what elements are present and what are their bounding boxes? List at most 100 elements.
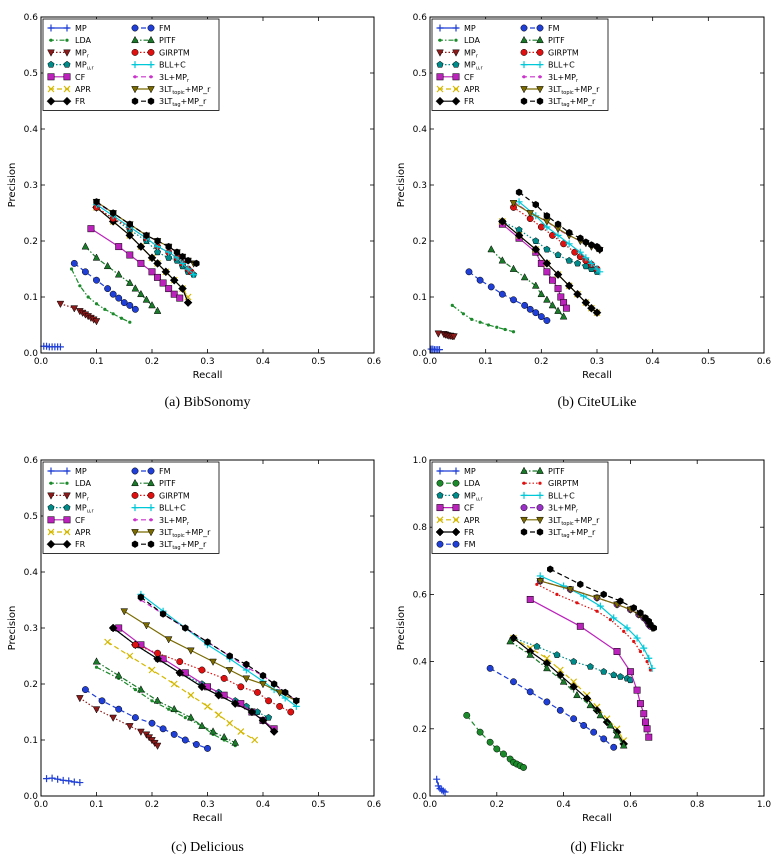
fr-point: [125, 231, 135, 240]
legend-mp-u-r-point: [63, 60, 71, 68]
legend-apr-point: [452, 516, 460, 524]
bll-c-point: [648, 664, 656, 672]
y-tick-label: 0.4: [24, 125, 39, 135]
cf-point: [148, 268, 156, 276]
series-mp-r: [56, 300, 101, 326]
series-line-bll-c: [539, 575, 653, 669]
3lt-topic-mp-r-point: [509, 200, 518, 208]
y-tick-label: 0.6: [24, 13, 39, 23]
legend-label-3lt-topic-mp-r: 3LTtopic+MP_r: [159, 85, 211, 96]
legend-pitf-point: [536, 35, 544, 44]
fm-point: [570, 715, 578, 723]
series-cf: [498, 220, 570, 312]
fm-point: [498, 290, 506, 298]
y-tick-label: 0.1: [413, 293, 427, 303]
mp-u-r-point: [533, 642, 541, 650]
fr-point: [269, 727, 279, 736]
legend-apr-point: [47, 528, 55, 536]
legend-label-cf: CF: [75, 73, 86, 82]
fr-point: [153, 259, 162, 268]
pitf-point: [198, 721, 206, 729]
legend-3lt-topic-mp-r-point: [131, 86, 139, 94]
legend-girptm-point: [536, 48, 544, 56]
x-tick-label: 0.2: [534, 357, 548, 367]
mp-u-r-point: [570, 657, 578, 665]
legend-girptm-point: [147, 491, 155, 499]
legend-mp-point: [47, 467, 55, 475]
cf-point: [154, 273, 162, 281]
y-axis-label: Precision: [7, 163, 18, 208]
pitf-point: [209, 727, 217, 735]
3lt-tag-mp-r-point: [600, 590, 607, 599]
lda-point: [78, 284, 82, 288]
fr-point: [258, 716, 268, 725]
cf-point: [87, 225, 95, 233]
3lt-tag-mp-r-point: [577, 580, 584, 589]
legend-fm-point: [520, 24, 528, 32]
fm-point: [510, 678, 517, 686]
girptm-point: [176, 658, 184, 666]
x-tick-label: 0.8: [690, 800, 705, 810]
pitf-point: [619, 741, 628, 749]
x-tick-label: 0.6: [623, 800, 638, 810]
chart-panel-a-bibsonomy: 0.0 0.1 0.2 0.3 0.4 0.5 0.6 0.0 0.1 0.2 0.3 0.4 0.5 0…: [7, 13, 381, 410]
legend-label-mp-r: MPr: [75, 48, 90, 59]
y-tick-label: 0.2: [413, 725, 427, 735]
legend-3lt-topic-mp-r-point: [536, 86, 544, 94]
fm-point: [532, 309, 540, 317]
pitf-point: [137, 289, 145, 298]
legend-mp-u-r-point: [436, 60, 444, 68]
pitf-point: [153, 306, 162, 314]
mp-u-r-point: [265, 713, 273, 721]
y-tick-label: 0.6: [413, 13, 428, 23]
y-tick-label: 0.0: [24, 792, 39, 802]
chart-panel-d-flickr: 0.0 0.2 0.4 0.6 0.8 1.0 0.0 0.2 0.4 0.6 0.8 1.0 MP LD…: [396, 456, 771, 855]
apr-point: [187, 691, 195, 699]
bll-c-point: [190, 271, 198, 279]
3lt-tag-mp-r-point: [154, 237, 161, 245]
fr-point: [498, 217, 507, 226]
legend-label-3lt-topic-mp-r: 3LTtopic+MP_r: [548, 516, 600, 527]
legend-3lt-topic-mp-r-point: [520, 86, 528, 94]
legend-3lt-topic-mp-r-point: [147, 529, 155, 537]
legend: MP LDA MPr MPu,rCF APR FR FM PITF GIRPTM BLL+C 3L+…: [431, 18, 609, 111]
legend-label-mp-r: MPr: [75, 491, 90, 502]
legend-label-3lt-topic-mp-r: 3LTtopic+MP_r: [548, 85, 600, 96]
legend-fm-point: [147, 24, 155, 32]
y-tick-label: 0.1: [24, 293, 38, 303]
fr-point: [147, 253, 157, 263]
3lt-tag-mp-r-point: [159, 610, 167, 618]
cf-point: [554, 285, 562, 293]
series-line-mp-r: [79, 697, 158, 747]
fm-point: [537, 313, 545, 321]
x-tick-label: 0.0: [423, 800, 438, 810]
fm-point: [465, 268, 473, 276]
legend-3l-mp-r-point: [149, 75, 153, 79]
legend-label-girptm: GIRPTM: [159, 48, 190, 57]
girptm-point: [632, 639, 636, 644]
series-3lt-tag-mp-r: [137, 593, 300, 705]
fm-point: [521, 301, 529, 309]
y-tick-label: 0.2: [24, 237, 38, 247]
legend-fm-point: [452, 540, 460, 548]
lda-point: [69, 267, 74, 271]
3lt-topic-mp-r-point: [142, 622, 151, 630]
3lt-tag-mp-r-point: [293, 697, 300, 705]
fm-point: [181, 736, 189, 744]
legend-lda-point: [452, 479, 460, 487]
mp-u-r-point: [565, 256, 573, 264]
series-fm: [70, 259, 139, 313]
3lt-tag-mp-r-point: [282, 688, 289, 697]
3lt-tag-mp-r-point: [515, 188, 523, 196]
3lt-tag-mp-r-point: [543, 212, 551, 220]
3lt-topic-mp-r-point: [259, 681, 267, 689]
legend-girptm-point: [131, 491, 139, 499]
subfigure-caption: (c) Delicious: [171, 840, 244, 855]
fm-point: [204, 744, 211, 752]
cf-point: [643, 725, 651, 733]
y-axis-label: Precision: [7, 606, 18, 651]
legend-3l-mp-r-point: [538, 75, 542, 79]
fr-point: [169, 275, 179, 285]
series-mp: [40, 342, 64, 351]
3lt-tag-mp-r-point: [126, 220, 133, 228]
